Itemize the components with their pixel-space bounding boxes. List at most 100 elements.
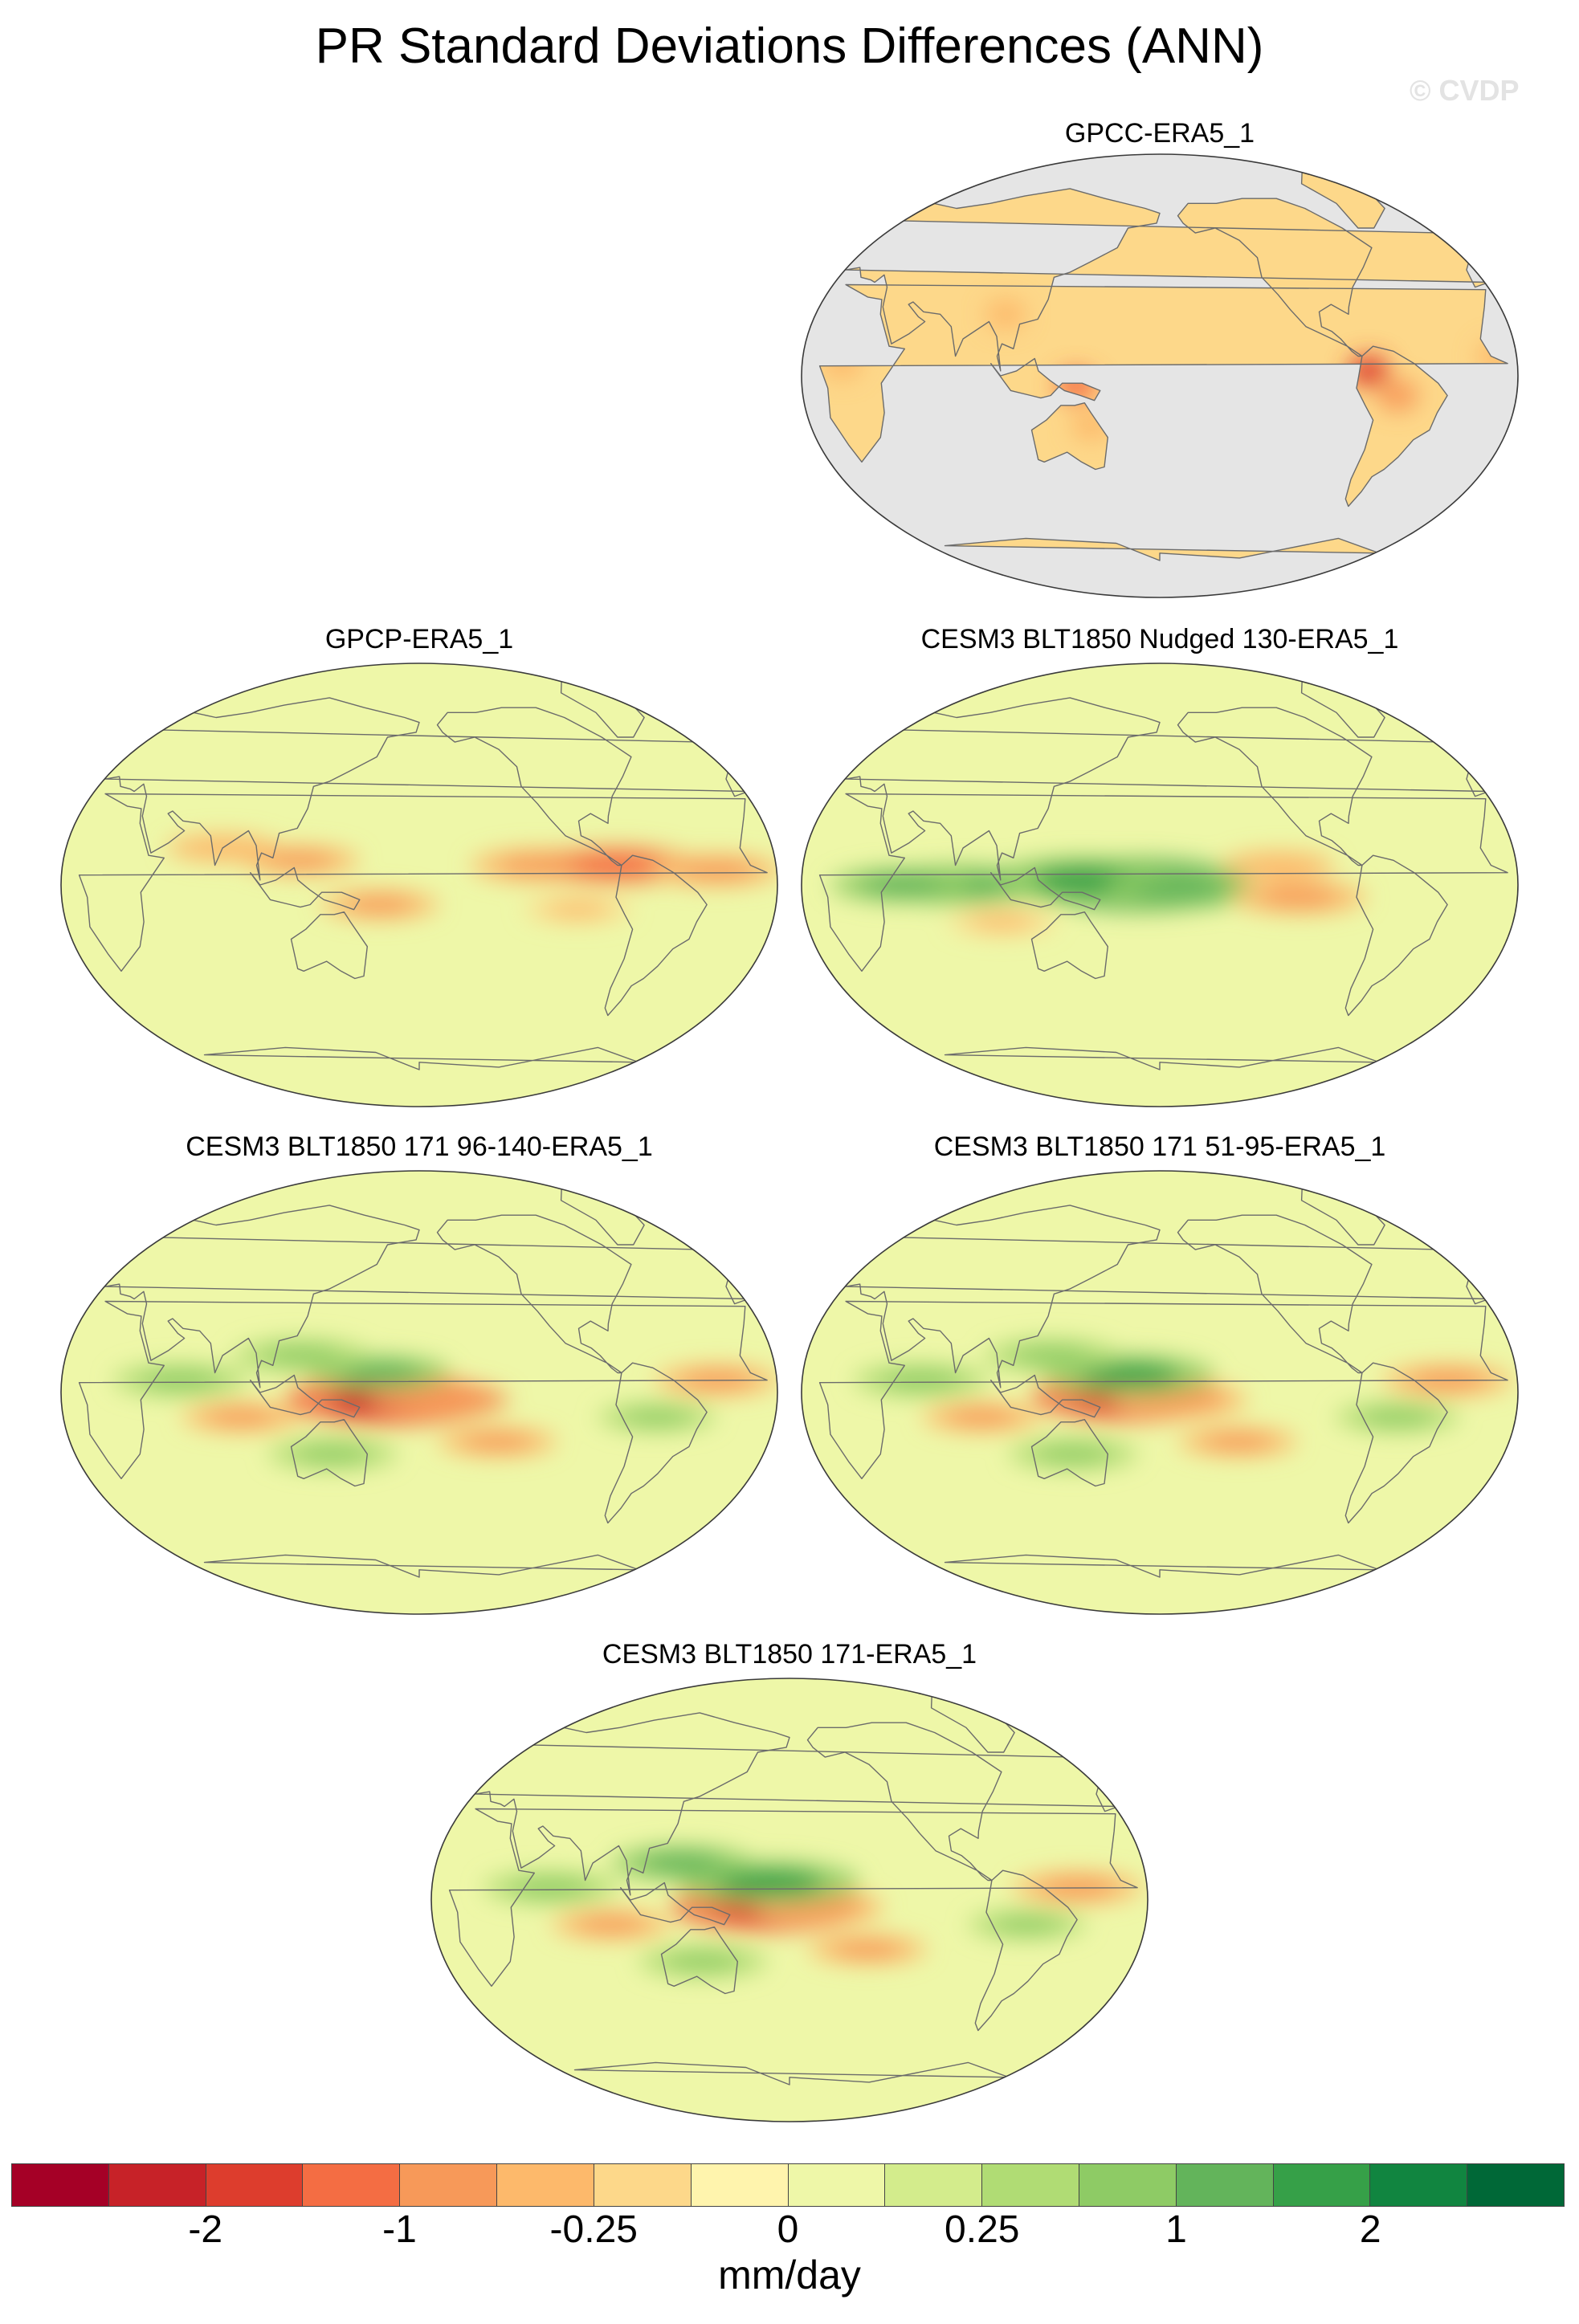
anomaly-core (344, 895, 415, 914)
colorbar-box (982, 2164, 1079, 2206)
colorbar-box (108, 2164, 206, 2206)
anomaly-core (639, 1853, 724, 1873)
coastline-antarctica (203, 1046, 639, 1070)
anomaly-core (859, 875, 943, 895)
panel-title-5: CESM3 BLT1850 171 51-95-ERA5_1 (933, 1131, 1386, 1162)
anomaly-core (664, 1951, 741, 1971)
anomaly-core (1011, 1345, 1092, 1366)
coastline-antarctica (944, 1046, 1380, 1070)
map-panel-6 (430, 1678, 1149, 2122)
coastline-africa (818, 283, 1508, 463)
coastline-americas-south (974, 1869, 1078, 2032)
colorbar-box (303, 2164, 401, 2206)
coastline-antarctica (944, 1554, 1380, 1578)
map-panel-4 (60, 1170, 778, 1615)
coastline-americas-south (1344, 1362, 1448, 1524)
anomaly-core (397, 1389, 481, 1410)
colorbar (11, 2163, 1565, 2207)
panel-title-3: CESM3 BLT1850 Nudged 130-ERA5_1 (920, 624, 1399, 654)
coastline-americas-north (1177, 707, 1373, 866)
anomaly-core (1034, 1444, 1112, 1464)
anomaly-core (294, 1444, 371, 1464)
anomaly-core (206, 1408, 276, 1426)
coastline-australia (660, 1926, 738, 1995)
anomaly-core (1245, 857, 1312, 874)
coastline-antarctica (944, 537, 1380, 561)
map-background (61, 663, 777, 1107)
colorbar-box (1467, 2164, 1564, 2206)
panel-title-1: GPCC-ERA5_1 (1064, 118, 1255, 149)
anomaly-core (265, 851, 336, 870)
watermark-text: © CVDP (1410, 74, 1520, 107)
colorbar-box (594, 2164, 692, 2206)
coastline-maritime (990, 866, 1101, 911)
colorbar-tick-label: -1 (382, 2208, 417, 2251)
coastline-australia (1030, 1419, 1108, 1487)
coastline-maritime (990, 1374, 1101, 1418)
anomaly-core (832, 1940, 903, 1959)
colorbar-box (1370, 2164, 1468, 2206)
coastline-americas-north (436, 707, 632, 866)
anomaly-core (511, 1878, 591, 1898)
coastline-eurasia (845, 188, 1490, 372)
anomaly-core (545, 901, 610, 918)
map-border (801, 663, 1519, 1107)
anomaly-core (576, 1915, 647, 1934)
anomaly-core (141, 1370, 221, 1390)
anomaly-core (337, 1362, 422, 1384)
coastline-eurasia (475, 1712, 1120, 1896)
coastline-americas-south (604, 854, 708, 1017)
map-panel-5 (801, 1170, 1519, 1615)
map-panel-2 (60, 663, 778, 1107)
coastline-americas-south (1344, 854, 1448, 1017)
colorbar-box (691, 2164, 789, 2206)
anomaly-core (679, 860, 756, 880)
anomaly-core (992, 1915, 1063, 1934)
colorbar-box (206, 2164, 304, 2206)
map-border (60, 663, 778, 1107)
coastline-africa (818, 793, 1508, 972)
coastline-americas-north (436, 1214, 632, 1374)
coastline-americas-south (604, 1362, 708, 1524)
map-border (801, 153, 1519, 598)
panel-title-4: CESM3 BLT1850 171 96-140-ERA5_1 (186, 1131, 653, 1162)
panel-title-2: GPCP-ERA5_1 (324, 624, 514, 654)
figure-title: PR Standard Deviations Differences (ANN) (315, 18, 1264, 74)
anomaly-core (1202, 1433, 1273, 1451)
coastline-americas-south (1344, 345, 1448, 508)
anomaly-core (1361, 1408, 1434, 1426)
coastline-maritime (250, 866, 361, 911)
coastline-americas-north (806, 1722, 1002, 1882)
anomaly-core (1259, 887, 1340, 907)
colorbar-tick-label: 0 (777, 2208, 799, 2251)
map-border (801, 1170, 1519, 1615)
anomaly-core (881, 1370, 961, 1390)
coastline-africa (78, 793, 768, 972)
coastline-eurasia (104, 697, 749, 881)
anomaly-core (946, 1408, 1017, 1426)
anomaly-core (1134, 879, 1225, 901)
anomaly-core (970, 914, 1034, 930)
coastline-africa (78, 1300, 768, 1479)
coastline-eurasia (845, 1205, 1490, 1388)
map-border (430, 1678, 1149, 2122)
colorbar-tick-label: 0.25 (945, 2208, 1020, 2251)
anomaly-blob (1377, 379, 1419, 412)
coastline-australia (290, 1419, 368, 1487)
colorbar-tick-label: -0.25 (549, 2208, 638, 2251)
colorbar-tick-label: 2 (1359, 2208, 1381, 2251)
colorbar-box (497, 2164, 594, 2206)
map-border (60, 1170, 778, 1615)
coastline-australia (1030, 402, 1108, 471)
colorbar-box (400, 2164, 498, 2206)
map-panel-1 (801, 153, 1519, 598)
anomaly-core (622, 1408, 692, 1426)
coastline-australia (1030, 911, 1108, 980)
coastline-maritime (990, 357, 1101, 402)
coastline-maritime (250, 1374, 361, 1418)
colorbar-tick-label: 1 (1165, 2208, 1187, 2251)
colorbar-box (885, 2164, 983, 2206)
colorbar-tick-label: -2 (188, 2208, 223, 2251)
anomaly-blob (985, 298, 1027, 331)
coastline-australia (290, 911, 368, 980)
